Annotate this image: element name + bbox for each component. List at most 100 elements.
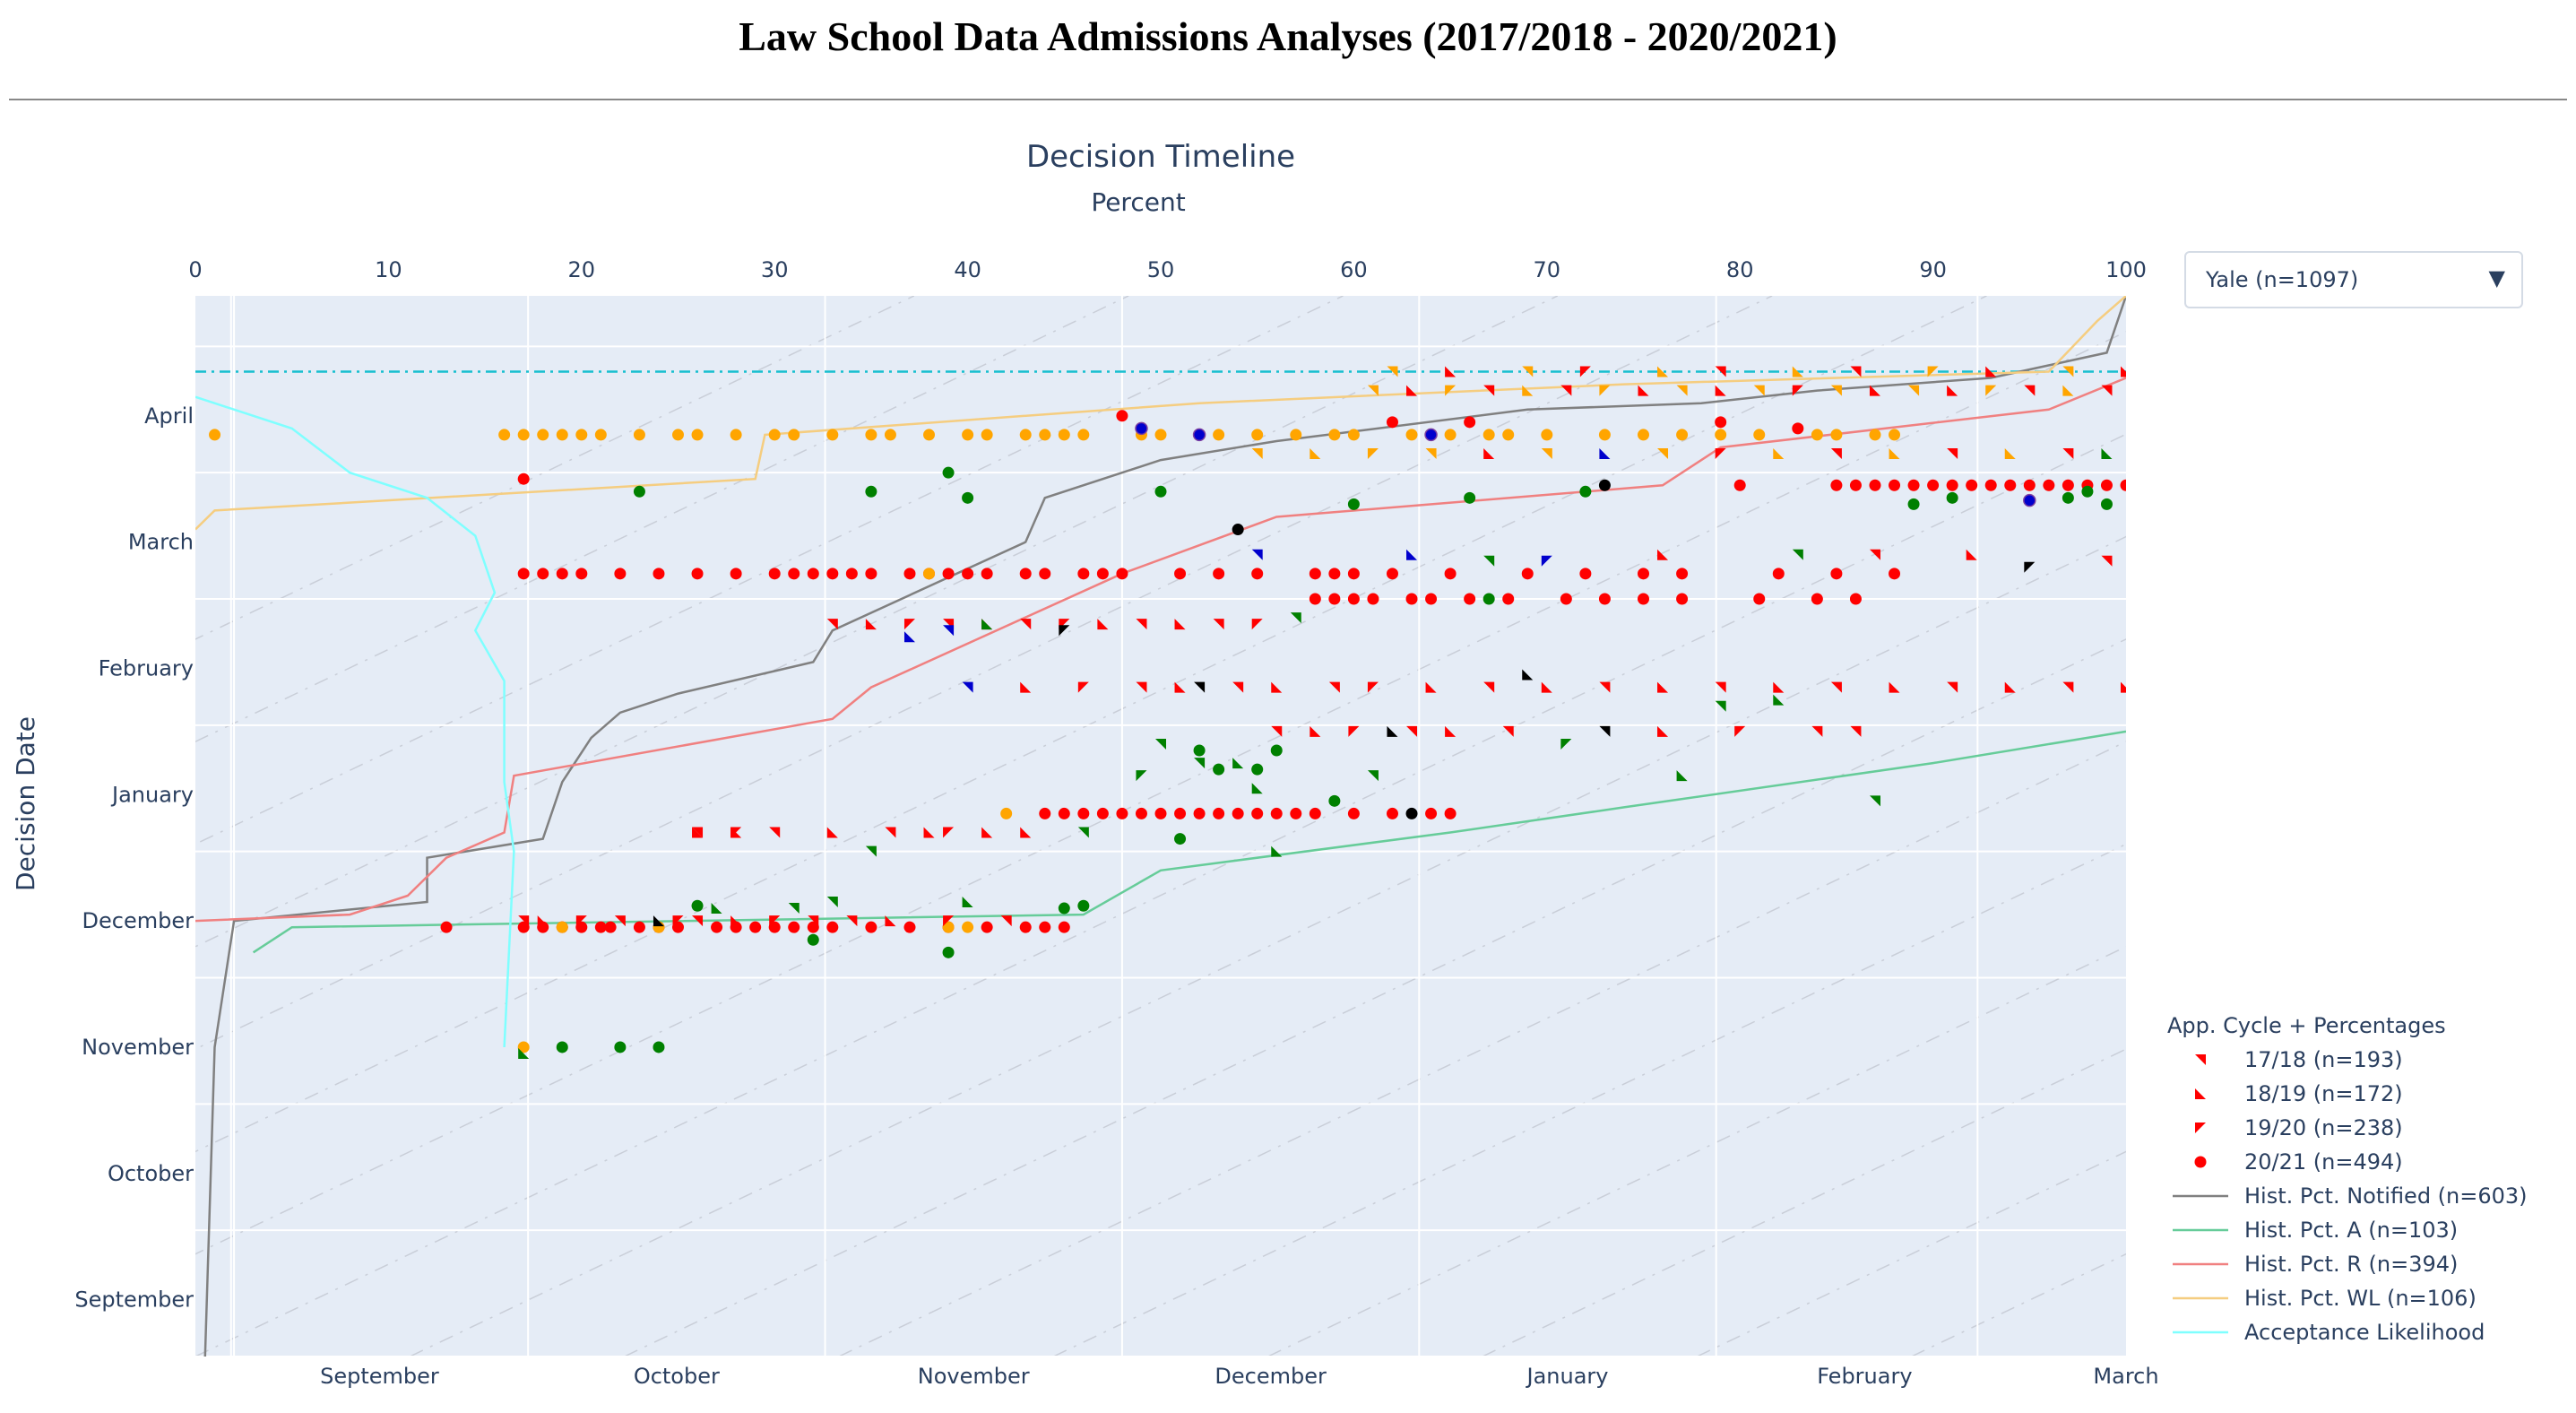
point-2021 — [1579, 568, 1592, 580]
point-1718 — [1000, 915, 1012, 927]
top-axis-title: Percent — [1091, 187, 1185, 217]
point-1718 — [2159, 448, 2170, 459]
legend-marker-swatch — [2167, 1149, 2234, 1175]
point-1718 — [1541, 448, 1552, 460]
top-tick-label: 70 — [1534, 257, 1561, 282]
point-1718 — [1406, 725, 1418, 737]
point-2021 — [1907, 498, 1920, 510]
legend-item[interactable]: 19/20 (n=238) — [2167, 1111, 2562, 1145]
point-2021 — [1039, 921, 1051, 933]
point-1819 — [1445, 725, 1457, 737]
diagonal-guide — [195, 433, 2126, 1357]
point-2021 — [1830, 429, 1843, 441]
legend-line-swatch — [2167, 1251, 2234, 1278]
point-2021 — [633, 921, 645, 933]
y-axis-title: Decision Date — [11, 716, 40, 891]
point-1718 — [2198, 367, 2209, 377]
point-1718 — [1213, 619, 1224, 630]
point-2021 — [1213, 429, 1225, 441]
point-2021 — [498, 429, 511, 441]
point-2021 — [556, 921, 568, 933]
point-2021 — [517, 921, 530, 933]
point-2021 — [1309, 593, 1321, 605]
y-tick-label: March — [128, 530, 194, 555]
point-1819 — [1657, 681, 1669, 693]
legend-label: Acceptance Likelihood — [2244, 1320, 2485, 1345]
point-2021 — [923, 429, 936, 441]
point-1819 — [826, 827, 838, 838]
point-1718 — [788, 903, 800, 915]
point-1920 — [1136, 770, 1147, 782]
point-1819 — [1271, 845, 1283, 857]
point-2021 — [788, 921, 800, 933]
point-1920 — [1445, 385, 1457, 396]
point-2021 — [942, 921, 955, 933]
point-1819 — [1310, 725, 1321, 737]
point-1718 — [1271, 725, 1283, 737]
point-1718 — [2333, 448, 2344, 459]
point-2021 — [1482, 429, 1495, 441]
point-1819 — [1657, 366, 1669, 377]
point-1718 — [808, 915, 819, 927]
point-2021 — [981, 921, 993, 933]
point-1819 — [1966, 549, 1977, 560]
point-1819 — [1271, 681, 1283, 693]
legend-item[interactable]: Hist. Pct. Notified (n=603) — [2167, 1179, 2562, 1213]
point-1819 — [2256, 367, 2267, 377]
point-2021 — [672, 429, 684, 441]
point-1718 — [962, 681, 973, 693]
legend-item[interactable]: Hist. Pct. R (n=394) — [2167, 1247, 2562, 1281]
line-notified — [203, 296, 2126, 1357]
point-2021 — [1733, 479, 1746, 491]
point-2021 — [1386, 568, 1398, 580]
point-2021 — [556, 429, 568, 441]
school-dropdown[interactable]: Yale (n=1097) ▼ — [2184, 251, 2523, 308]
point-1819 — [653, 915, 664, 927]
legend-item[interactable]: 18/19 (n=172) — [2167, 1077, 2562, 1111]
point-2021 — [962, 491, 974, 504]
point-1819 — [1020, 681, 1032, 693]
point-2021 — [1984, 479, 1997, 491]
point-2021 — [575, 568, 588, 580]
legend-marker-swatch — [2167, 1046, 2234, 1073]
point-2021 — [768, 921, 781, 933]
point-1920 — [1077, 681, 1089, 693]
point-2021 — [1251, 568, 1264, 580]
point-2021 — [440, 921, 453, 933]
point-1819 — [1657, 725, 1669, 737]
point-1718 — [943, 625, 955, 637]
point-1819 — [1310, 448, 1321, 460]
point-1819 — [1483, 448, 1495, 460]
legend-item[interactable]: 20/21 (n=494) — [2167, 1145, 2562, 1179]
point-1718 — [1560, 385, 1572, 396]
point-2021 — [730, 568, 742, 580]
point-2021 — [923, 568, 936, 580]
point-2021 — [1715, 416, 1727, 429]
point-1718 — [2526, 367, 2537, 377]
title-divider — [9, 99, 2567, 100]
point-2021 — [1907, 479, 1920, 491]
legend-item[interactable]: 17/18 (n=193) — [2167, 1043, 2562, 1077]
diagonal-guide — [624, 638, 2126, 1357]
point-2021 — [1251, 429, 1264, 441]
legend-item[interactable]: Hist. Pct. A (n=103) — [2167, 1213, 2562, 1247]
point-1718 — [1367, 770, 1379, 782]
point-1819 — [2468, 367, 2479, 377]
point-1718 — [1947, 681, 1958, 693]
point-2021 — [1077, 568, 1090, 580]
point-2021 — [1966, 479, 1978, 491]
point-1920 — [1367, 681, 1379, 693]
point-2021 — [903, 568, 916, 580]
point-2021 — [1193, 744, 1206, 757]
point-1819 — [2004, 681, 2016, 693]
legend-label: 19/20 (n=238) — [2244, 1115, 2403, 1140]
legend-item[interactable]: Hist. Pct. WL (n=106) — [2167, 1281, 2562, 1315]
point-2021 — [1192, 428, 1206, 442]
point-2021 — [1849, 479, 1862, 491]
point-1819 — [1657, 549, 1669, 560]
diagonal-guide — [838, 741, 2126, 1357]
legend-item[interactable]: Acceptance Likelihood — [2167, 1315, 2562, 1349]
point-1718 — [1676, 385, 1688, 396]
point-1718 — [1194, 681, 1206, 693]
point-2021 — [556, 1041, 568, 1053]
